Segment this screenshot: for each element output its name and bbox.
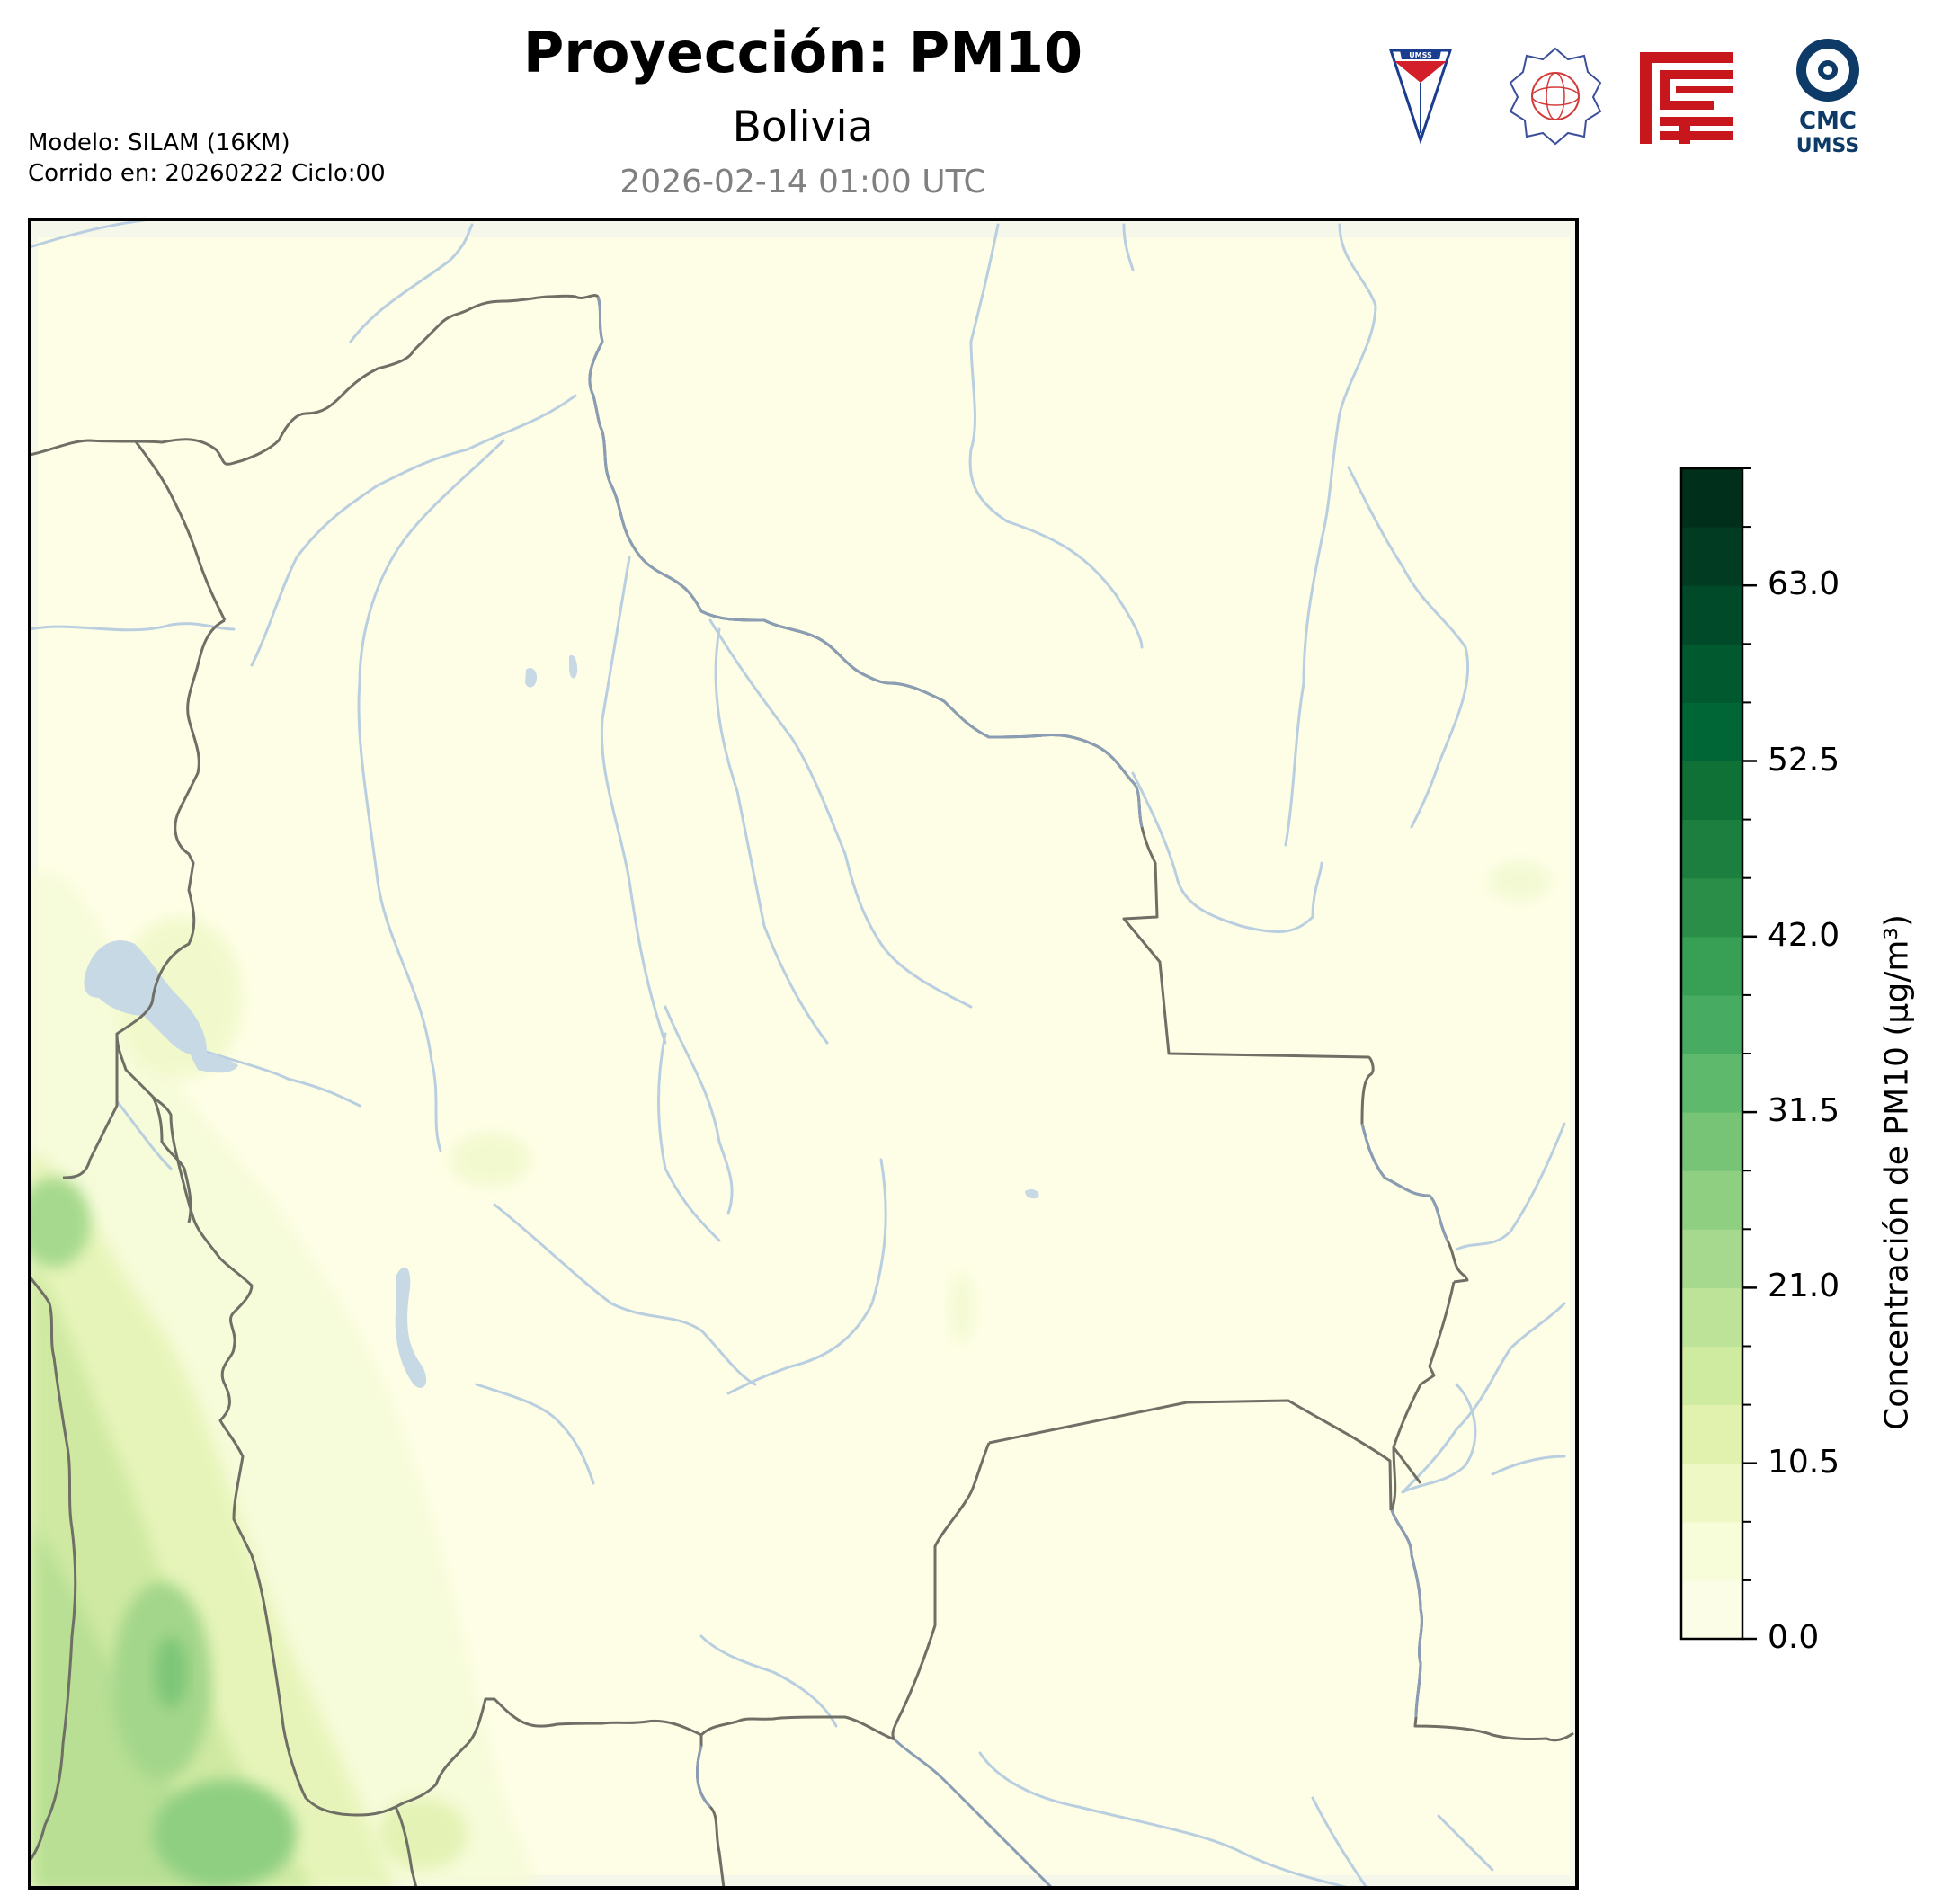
umss-logo-text: UMSS [1409,51,1432,59]
colorbar-segment [1681,1054,1742,1113]
colorbar-segment [1681,994,1742,1054]
colorbar-title: Concentración de PM10 (µg/m³) [1878,914,1916,1430]
colorbar-tick-label: 42.0 [1768,916,1840,954]
red-logo [1640,52,1733,144]
colorbar-segment [1681,1112,1742,1171]
colorbar-segment [1681,702,1742,761]
colorbar-segment [1681,1287,1742,1347]
model-label: Modelo: SILAM (16KM) [28,129,290,156]
colorbar-segment [1681,1346,1742,1406]
colorbar-segment [1681,468,1742,528]
model-info: Modelo: SILAM (16KM) Corrido en: 2026022… [28,128,386,189]
cmc-umss-logo: CMC UMSS [1796,39,1859,157]
colorbar-segment [1681,761,1742,821]
colorbar-tick-label: 31.5 [1768,1092,1840,1130]
map-frame [28,218,1579,1890]
forecast-timestamp: 2026-02-14 01:00 UTC [619,164,986,200]
map-subtitle: Bolivia [732,102,874,152]
colorbar-segment [1681,1463,1742,1523]
umss-logo: UMSS [1389,49,1452,145]
colorbar-segment [1681,1170,1742,1230]
lakes [84,654,1039,1388]
colorbar-segment [1681,527,1742,586]
colorbar-segment [1681,1579,1742,1640]
colorbar-segment [1681,644,1742,703]
cmc-logo-text: CMC [1799,108,1857,135]
colorbar-segment [1681,819,1742,879]
colorbar-tick-label: 10.5 [1768,1443,1840,1481]
colorbar-segment [1681,585,1742,645]
departamento-fisica-logo [1509,47,1602,146]
colorbar-segment [1681,877,1742,938]
colorbar-segment [1681,936,1742,996]
run-label: Corrido en: 20260222 Ciclo:00 [28,160,386,187]
colorbar-tick-label: 21.0 [1768,1268,1840,1305]
border-rivers [588,296,1449,1888]
colorbar [1679,467,1757,1641]
colorbar-tick-label: 0.0 [1768,1619,1820,1656]
colorbar-segment [1681,1229,1742,1288]
colorbar-tick-label: 52.5 [1768,741,1840,779]
colorbar-segment [1681,1404,1742,1464]
rivers [30,219,1566,1888]
colorbar-segment [1681,1521,1742,1581]
pm10-field [30,861,1551,1888]
map-title: Proyección: PM10 [522,20,1083,85]
colorbar-tick-label: 63.0 [1768,565,1840,603]
umss-logo-text: UMSS [1796,135,1859,157]
